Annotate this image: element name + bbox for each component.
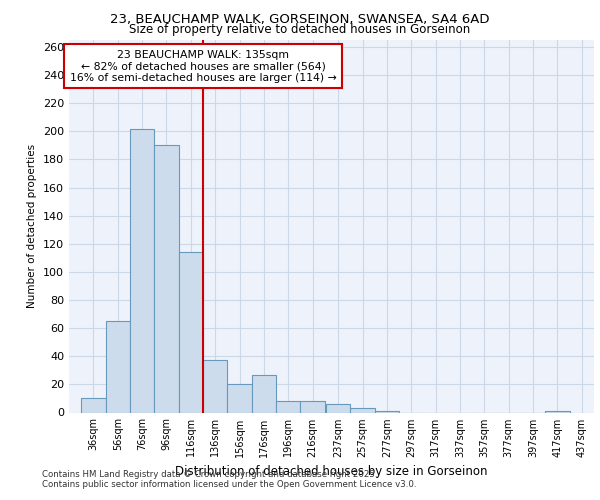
- Bar: [106, 321, 130, 412]
- Bar: [375, 411, 399, 412]
- Bar: [179, 252, 203, 412]
- Bar: [301, 402, 325, 412]
- Bar: [81, 398, 106, 412]
- Bar: [326, 404, 350, 412]
- Bar: [350, 408, 375, 412]
- Bar: [130, 128, 154, 412]
- Bar: [545, 411, 569, 412]
- Text: Size of property relative to detached houses in Gorseinon: Size of property relative to detached ho…: [130, 22, 470, 36]
- Bar: [227, 384, 252, 412]
- Bar: [276, 402, 301, 412]
- Y-axis label: Number of detached properties: Number of detached properties: [28, 144, 37, 308]
- Text: Contains HM Land Registry data © Crown copyright and database right 2025.
Contai: Contains HM Land Registry data © Crown c…: [42, 470, 416, 489]
- Text: 23 BEAUCHAMP WALK: 135sqm
← 82% of detached houses are smaller (564)
16% of semi: 23 BEAUCHAMP WALK: 135sqm ← 82% of detac…: [70, 50, 337, 83]
- Bar: [203, 360, 227, 412]
- Bar: [252, 374, 276, 412]
- Text: 23, BEAUCHAMP WALK, GORSEINON, SWANSEA, SA4 6AD: 23, BEAUCHAMP WALK, GORSEINON, SWANSEA, …: [110, 12, 490, 26]
- Bar: [154, 146, 179, 412]
- X-axis label: Distribution of detached houses by size in Gorseinon: Distribution of detached houses by size …: [175, 465, 488, 478]
